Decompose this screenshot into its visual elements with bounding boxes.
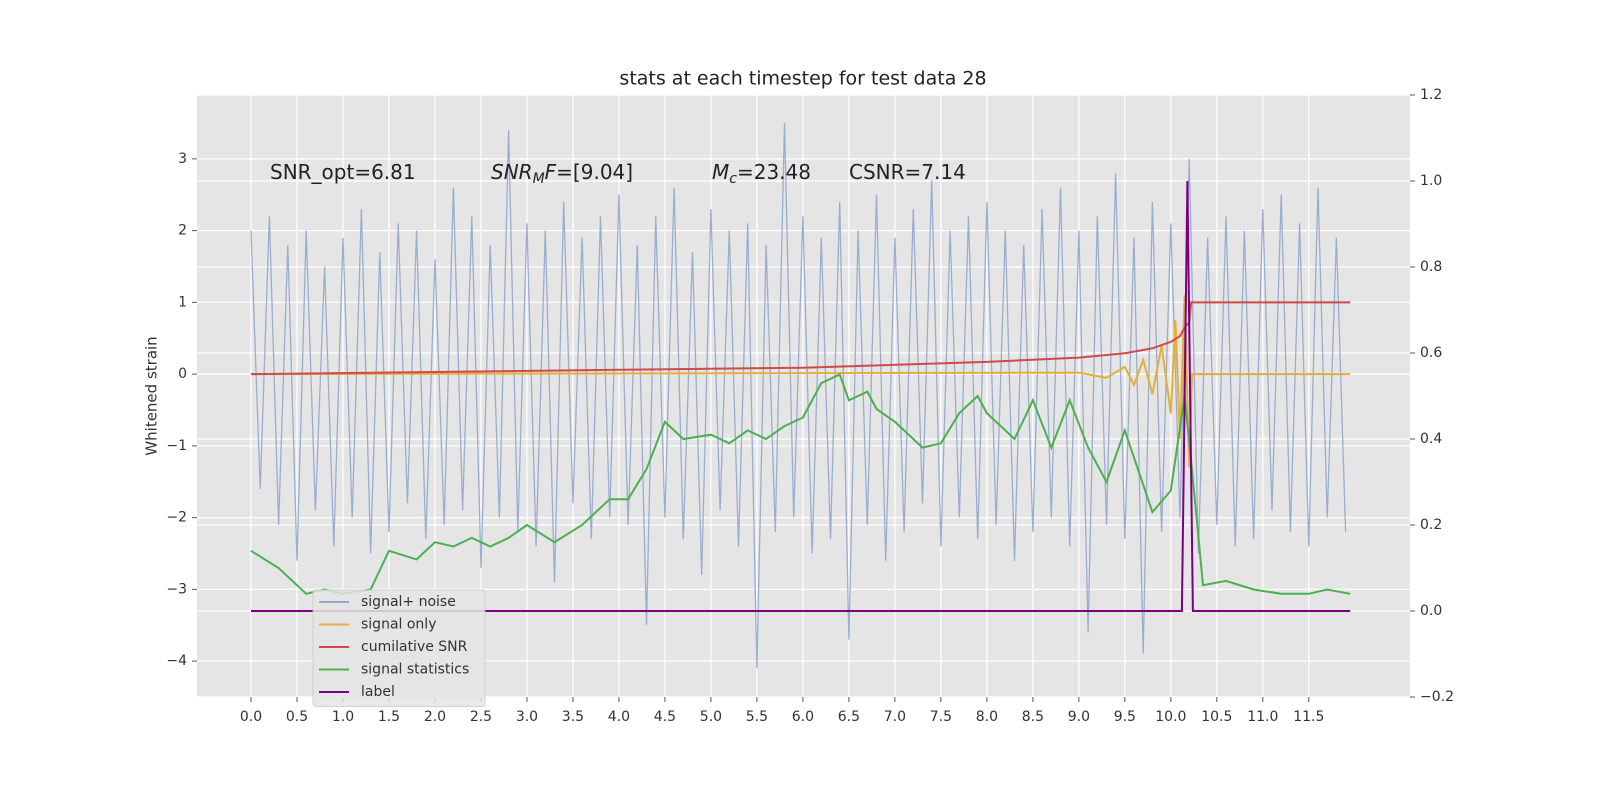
y-tick-label: −3 — [166, 581, 187, 597]
y2-tick-label: 1.2 — [1420, 87, 1442, 103]
annotation-part: CSNR=7.14 — [849, 160, 966, 184]
annotation-part: M — [712, 160, 729, 184]
y2-tick-label: 0.0 — [1420, 603, 1442, 619]
y2-tick-label: −0.2 — [1420, 689, 1454, 705]
x-tick-label: 8.0 — [976, 709, 998, 725]
y-tick-label: −1 — [166, 438, 187, 454]
x-tick-label: 8.5 — [1022, 709, 1044, 725]
y-tick-label: −4 — [166, 653, 187, 669]
y2-tick-label: 1.0 — [1420, 173, 1442, 189]
legend-label: signal only — [361, 617, 436, 633]
legend-label: cumilative SNR — [361, 639, 468, 655]
x-tick-label: 0.0 — [240, 709, 262, 725]
x-tick-label: 0.5 — [286, 709, 308, 725]
x-tick-label: 4.0 — [608, 709, 630, 725]
x-tick-label: 7.0 — [884, 709, 906, 725]
x-tick-label: 7.5 — [930, 709, 952, 725]
x-tick-label: 10.0 — [1155, 709, 1186, 725]
y2-tick-label: 0.2 — [1420, 517, 1442, 533]
x-tick-label: 11.5 — [1293, 709, 1324, 725]
series-line — [250, 373, 1351, 595]
annotation-part: SNR — [491, 160, 533, 184]
annotation: SNRMF=[9.04] — [491, 160, 633, 188]
annotation-part: SNR_opt=6.81 — [270, 160, 416, 184]
x-tick-label: 6.5 — [838, 709, 860, 725]
legend-label: label — [361, 684, 395, 700]
x-tick-label: 5.0 — [700, 709, 722, 725]
annotation-part: =23.48 — [737, 160, 811, 184]
y-tick-label: 3 — [178, 151, 187, 167]
x-tick-label: 9.5 — [1114, 709, 1136, 725]
x-tick-label: 11.0 — [1247, 709, 1278, 725]
x-tick-label: 1.5 — [378, 709, 400, 725]
legend: signal+ noise signal only cumilative SNR si… — [312, 589, 486, 707]
lines — [250, 122, 1351, 669]
x-tick-label: 2.0 — [424, 709, 446, 725]
annotation: SNR_opt=6.81 — [270, 160, 416, 184]
y-tick-label: −2 — [166, 510, 187, 526]
series-line — [251, 180, 1351, 612]
legend-box — [312, 589, 486, 707]
x-tick-label: 4.5 — [654, 709, 676, 725]
annotation-part: M — [533, 171, 545, 187]
x-tick-label: 3.0 — [516, 709, 538, 725]
x-tick-label: 5.5 — [746, 709, 768, 725]
y-tick-label: 1 — [178, 294, 187, 310]
y2-tick-label: 0.8 — [1420, 259, 1442, 275]
x-tick-label: 6.0 — [792, 709, 814, 725]
x-tick-label: 1.0 — [332, 709, 354, 725]
annotation: CSNR=7.14 — [849, 160, 966, 184]
x-tick-label: 3.5 — [562, 709, 584, 725]
axes: 0.0 0.5 1.0 1.5 2.0 2.5 3.0 3.5 4.0 4.5 5.0 5.5 6.0 6… — [166, 87, 1454, 725]
y-axis-label: Whitened strain — [143, 336, 161, 455]
legend-label: signal statistics — [361, 662, 469, 678]
y-tick-label: 0 — [178, 366, 187, 382]
chart-title: stats at each timestep for test data 28 — [619, 68, 986, 90]
y2-tick-label: 0.6 — [1420, 345, 1442, 361]
annotation: Mc=23.48 — [712, 160, 811, 188]
y2-tick-label: 0.4 — [1420, 431, 1442, 447]
annotation-part: c — [729, 171, 737, 187]
x-tick-label: 9.0 — [1068, 709, 1090, 725]
legend-label: signal+ noise — [361, 594, 456, 610]
y-tick-label: 2 — [178, 223, 187, 239]
x-tick-label: 10.5 — [1201, 709, 1232, 725]
annotation-part: F — [545, 160, 557, 184]
x-tick-label: 2.5 — [470, 709, 492, 725]
annotation-part: =[9.04] — [556, 160, 633, 184]
